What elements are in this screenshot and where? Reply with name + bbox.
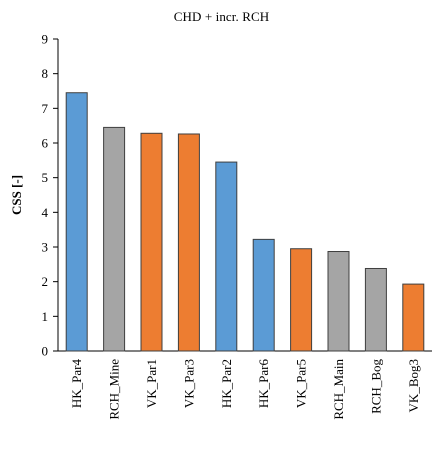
y-tick-label: 2: [42, 274, 49, 289]
x-category-label: RCH_Main: [331, 359, 346, 420]
x-category-label: VK_Bog3: [406, 359, 421, 412]
y-tick-label: 6: [42, 136, 49, 151]
y-axis-title: CSS [-]: [9, 175, 24, 215]
bar-rch-main: [327, 251, 350, 352]
x-category-label: HK_Par4: [69, 359, 84, 409]
y-tick-label: 1: [42, 309, 49, 324]
x-category-label: RCH_Mine: [107, 359, 122, 420]
y-tick-label: 3: [42, 240, 49, 255]
x-category-label: RCH_Bog: [368, 359, 383, 414]
x-category-label: HK_Par6: [256, 359, 271, 409]
y-tick-label: 8: [42, 66, 49, 81]
bar-hk-par6: [252, 238, 275, 352]
bar-vk-bog3: [402, 283, 425, 352]
y-tick-label: 9: [42, 32, 49, 47]
y-tick-label: 5: [42, 170, 49, 185]
bar-hk-par2: [215, 161, 238, 352]
y-tick-label: 7: [42, 101, 49, 116]
x-category-label: HK_Par2: [219, 359, 234, 408]
bar-hk-par4: [65, 92, 88, 352]
x-category-label: VK_Par5: [294, 359, 309, 408]
bar-rch-bog: [364, 267, 387, 352]
bar-vk-par1: [140, 132, 163, 352]
x-category-label: VK_Par1: [144, 359, 159, 408]
bar-vk-par3: [177, 133, 200, 352]
y-tick-label: 4: [42, 205, 49, 220]
y-tick-label: 0: [42, 344, 49, 359]
x-category-label: VK_Par3: [181, 359, 196, 408]
bar-rch-mine: [103, 126, 126, 352]
bar-vk-par5: [290, 248, 313, 352]
chart-title: CHD + incr. RCH: [173, 9, 270, 24]
